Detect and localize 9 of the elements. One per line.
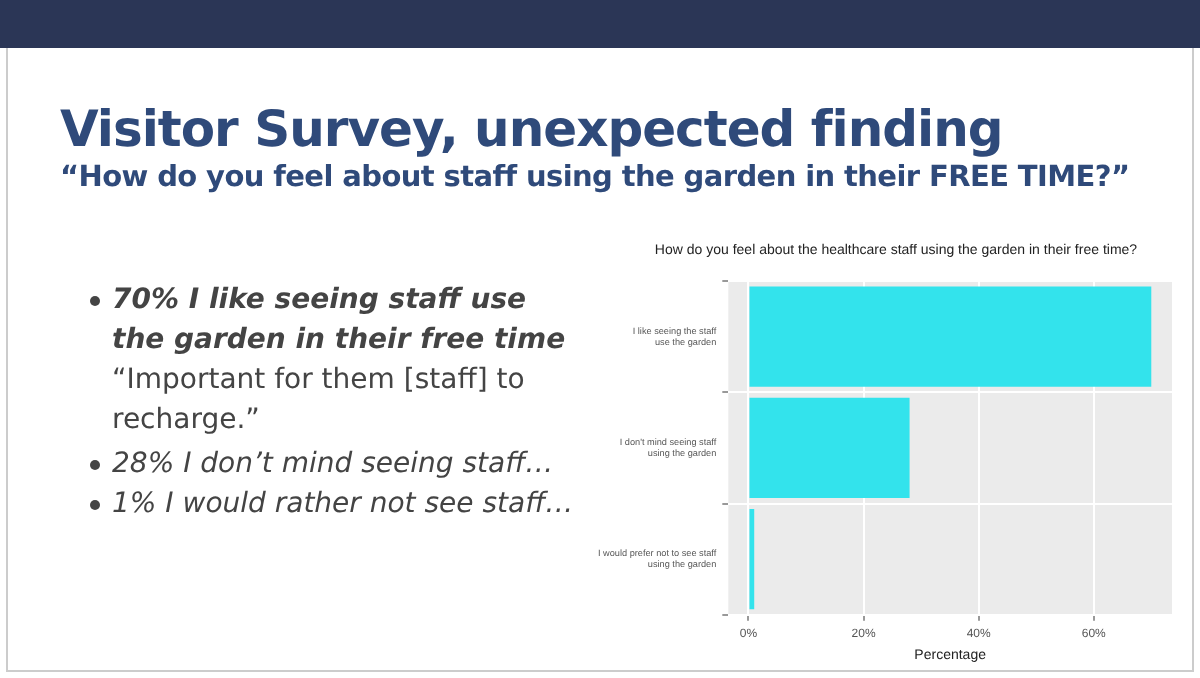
bar xyxy=(749,286,1152,387)
text: 28% I don’t mind seeing staff… xyxy=(110,446,556,484)
bar xyxy=(749,509,755,610)
text: “Important for them [staff] to recharge.” xyxy=(110,362,527,440)
chart-title: Visitor Survey, unexpected finding xyxy=(60,100,1003,158)
text: 70% I like seeing staff use the garden in their free time xyxy=(110,282,568,360)
bar xyxy=(749,397,910,498)
chart-subtitle: “How do you feel about staff using the garden in their FREE TIME?” xyxy=(60,162,1130,194)
text: 1% I would rather not see staff… xyxy=(110,486,576,524)
